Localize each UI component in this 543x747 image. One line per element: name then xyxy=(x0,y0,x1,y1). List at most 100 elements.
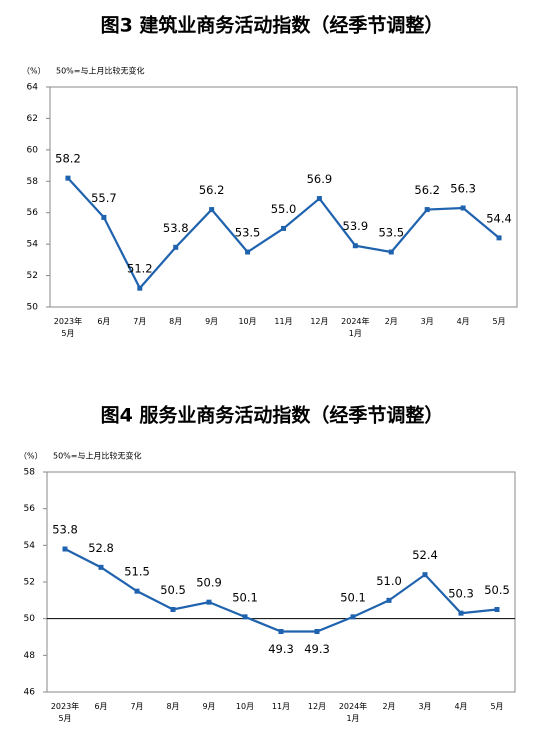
value-label: 56.2 xyxy=(414,183,440,197)
value-label: 56.3 xyxy=(450,182,476,196)
marker xyxy=(281,225,286,231)
x-tick-label: 8月 xyxy=(169,317,183,326)
value-label: 50.1 xyxy=(232,590,258,604)
value-label: 50.1 xyxy=(340,590,366,604)
x-tick-label: 3月 xyxy=(418,702,432,711)
x-tick-label: 10月 xyxy=(235,702,255,711)
x-tick-label: 11月 xyxy=(271,702,291,711)
x-tick-label: 4月 xyxy=(456,317,470,326)
marker xyxy=(98,564,104,570)
marker xyxy=(496,235,502,241)
value-label: 56.2 xyxy=(199,183,225,197)
x-tick-label: 7月 xyxy=(130,702,144,711)
marker xyxy=(209,207,215,213)
x-tick-label: 7月 xyxy=(133,317,147,326)
x-tick-label: 2024年 1月 xyxy=(338,702,368,723)
marker xyxy=(278,629,284,634)
value-label: 50.5 xyxy=(160,583,186,597)
value-label: 56.9 xyxy=(307,172,333,186)
value-label: 52.4 xyxy=(412,548,438,562)
marker xyxy=(424,207,430,213)
y-tick-label: 50 xyxy=(27,303,39,313)
marker xyxy=(242,614,248,620)
y-tick-label: 58 xyxy=(24,468,36,478)
value-label: 53.5 xyxy=(378,226,404,240)
unit-label: （%） xyxy=(22,67,46,76)
marker xyxy=(422,572,428,578)
x-tick-label: 5月 xyxy=(492,317,506,326)
x-tick-label: 12月 xyxy=(310,317,329,326)
x-tick-label: 2023年 5月 xyxy=(53,317,83,338)
y-tick-label: 48 xyxy=(24,651,36,661)
y-tick-label: 56 xyxy=(27,208,39,218)
x-tick-label: 6月 xyxy=(97,317,111,326)
x-tick-label: 2月 xyxy=(382,702,396,711)
marker xyxy=(62,546,68,552)
x-tick-label: 9月 xyxy=(202,702,216,711)
marker xyxy=(316,196,322,202)
note: 50%=与上月比较无变化 xyxy=(53,451,141,461)
x-tick-label: 2024年 1月 xyxy=(341,317,370,338)
value-label: 50.5 xyxy=(484,583,510,597)
marker xyxy=(137,285,143,291)
value-label: 55.7 xyxy=(91,191,117,205)
x-tick-label: 9月 xyxy=(205,317,219,326)
value-label: 58.2 xyxy=(55,152,81,166)
value-label: 51.5 xyxy=(124,565,150,579)
marker xyxy=(101,214,107,220)
y-tick-label: 56 xyxy=(24,504,36,514)
value-label: 53.8 xyxy=(52,523,78,537)
marker xyxy=(460,205,466,211)
marker xyxy=(314,629,320,634)
marker xyxy=(245,249,251,255)
value-label: 50.3 xyxy=(448,587,474,601)
value-label: 54.4 xyxy=(486,211,512,225)
chart-title: 图4 服务业商务活动指数（经季节调整） xyxy=(101,404,444,427)
plot-frame xyxy=(46,471,516,693)
marker xyxy=(170,607,176,612)
y-tick-label: 58 xyxy=(27,177,39,187)
marker xyxy=(386,597,392,603)
x-tick-label: 12月 xyxy=(307,702,327,711)
x-tick-label: 2023年 5月 xyxy=(50,702,80,723)
marker xyxy=(352,243,358,249)
x-tick-label: 3月 xyxy=(420,317,434,326)
value-label: 51.2 xyxy=(127,262,153,276)
value-label: 55.0 xyxy=(271,202,297,216)
marker xyxy=(388,249,394,255)
marker xyxy=(350,614,356,620)
value-label: 53.9 xyxy=(343,219,369,233)
marker xyxy=(173,244,179,250)
y-tick-label: 54 xyxy=(27,240,39,250)
y-tick-label: 52 xyxy=(27,271,38,281)
y-tick-label: 64 xyxy=(27,83,39,93)
value-label: 50.9 xyxy=(196,576,222,590)
y-tick-label: 46 xyxy=(24,688,36,698)
marker xyxy=(494,607,500,612)
y-tick-label: 54 xyxy=(24,541,36,551)
note: 50%=与上月比较无变化 xyxy=(56,66,144,76)
value-label: 51.0 xyxy=(376,574,402,588)
x-tick-label: 6月 xyxy=(94,702,108,711)
marker xyxy=(65,175,71,181)
x-tick-label: 2月 xyxy=(384,317,398,326)
value-label: 49.3 xyxy=(268,642,294,656)
marker xyxy=(206,599,212,605)
y-tick-label: 62 xyxy=(27,114,38,124)
marker xyxy=(134,588,140,594)
chart-title: 图3 建筑业商务活动指数（经季节调整） xyxy=(101,14,444,37)
value-label: 53.8 xyxy=(163,221,189,235)
plot-frame xyxy=(49,86,518,308)
x-tick-label: 4月 xyxy=(454,702,468,711)
y-tick-label: 60 xyxy=(27,145,39,155)
y-tick-label: 52 xyxy=(24,578,35,588)
x-tick-label: 10月 xyxy=(238,317,257,326)
value-label: 49.3 xyxy=(304,642,330,656)
x-tick-label: 8月 xyxy=(166,702,180,711)
value-label: 52.8 xyxy=(88,541,114,555)
y-tick-label: 50 xyxy=(24,614,36,624)
marker xyxy=(458,610,464,616)
x-tick-label: 5月 xyxy=(490,702,504,711)
